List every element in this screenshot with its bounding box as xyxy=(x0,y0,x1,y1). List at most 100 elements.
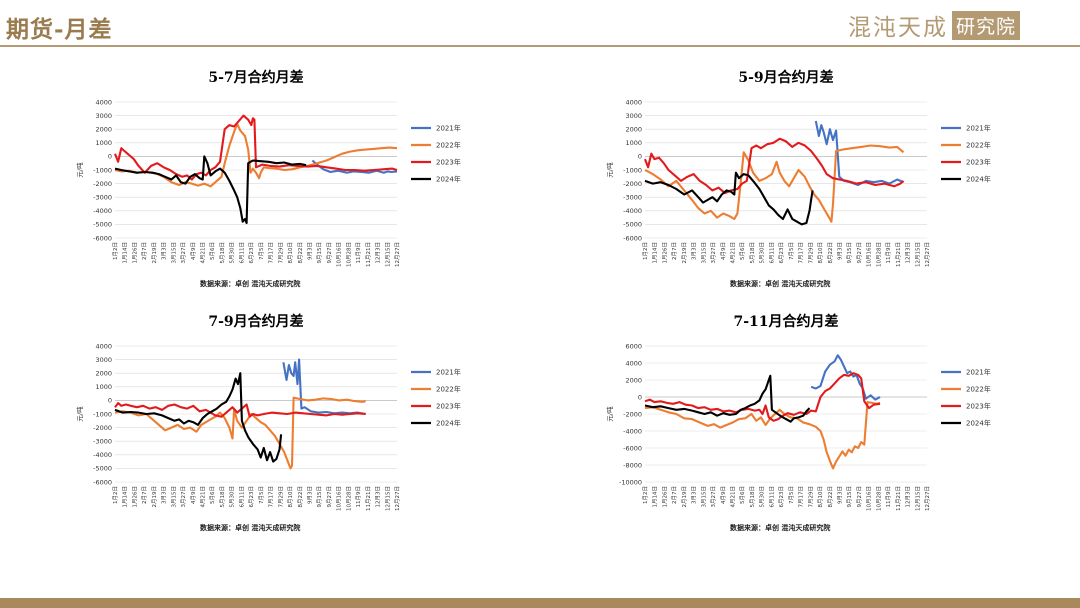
x-tick-label: 2月7日 xyxy=(671,486,678,504)
chart-svg: 7-9月合约月差 4000 3000 2000 1000 0 -1000 -2000 -3000… xyxy=(75,313,461,532)
x-tick-label: 11月21日 xyxy=(365,486,372,511)
y-axis-unit: 元/吨 xyxy=(605,162,614,178)
x-tick-label: 12月15日 xyxy=(384,486,391,511)
x-tick-label: 3月3日 xyxy=(691,486,698,504)
x-tick-label: 1月26日 xyxy=(131,242,138,264)
x-tick-label: 2月7日 xyxy=(671,242,678,260)
y-tick-label: -5000 xyxy=(623,221,642,229)
y-tick-label: 1000 xyxy=(625,139,642,147)
x-tick-label: 2月19日 xyxy=(151,486,158,508)
x-tick-label: 9月27日 xyxy=(326,486,333,508)
x-tick-label: 8月10日 xyxy=(817,486,824,508)
series-line-2022年 xyxy=(114,122,398,188)
y-tick-label: -2000 xyxy=(93,424,112,432)
y-tick-label: 3000 xyxy=(95,356,112,364)
y-tick-label: -3000 xyxy=(93,438,112,446)
x-tick-label: 8月22日 xyxy=(297,486,304,508)
legend-label: 2023年 xyxy=(436,402,461,411)
y-tick-label: 0 xyxy=(638,393,642,401)
x-tick-label: 1月2日 xyxy=(112,242,119,260)
y-tick-label: 4000 xyxy=(95,98,112,106)
x-tick-label: 11月21日 xyxy=(365,242,372,267)
x-tick-label: 3月27日 xyxy=(180,242,187,264)
y-axis-unit: 元/吨 xyxy=(75,406,84,422)
x-tick-label: 4月9日 xyxy=(190,486,197,504)
legend-label: 2023年 xyxy=(966,402,991,411)
x-tick-label: 3月3日 xyxy=(161,242,168,260)
x-tick-label: 8月22日 xyxy=(297,242,304,264)
x-tick-label: 1月2日 xyxy=(642,242,649,260)
series-line-2024年 xyxy=(644,374,811,423)
y-tick-label: -3000 xyxy=(93,194,112,202)
y-tick-label: 3000 xyxy=(625,112,642,120)
y-tick-label: -4000 xyxy=(623,207,642,215)
chart-title: 5-9月合约月差 xyxy=(738,69,833,86)
y-tick-label: 0 xyxy=(108,153,112,161)
y-tick-label: -1000 xyxy=(93,166,112,174)
brand-seal: 研究院 xyxy=(952,10,1021,40)
series-line-2024年 xyxy=(644,171,814,226)
legend-label: 2021年 xyxy=(436,124,461,133)
legend-label: 2022年 xyxy=(966,385,991,394)
x-tick-label: 11月9日 xyxy=(885,486,892,508)
chart-svg: 5-9月合约月差 4000 3000 2000 1000 0 -1000 -2000 -3000… xyxy=(605,69,991,288)
series-line-2023年 xyxy=(114,114,398,181)
x-tick-label: 7月17日 xyxy=(798,242,805,264)
x-tick-label: 10月16日 xyxy=(336,486,343,511)
x-tick-label: 9月3日 xyxy=(836,242,843,260)
x-tick-label: 9月3日 xyxy=(306,486,313,504)
x-tick-label: 12月27日 xyxy=(394,486,401,511)
source-note: 数据来源：卓创 混沌天成研究院 xyxy=(200,279,300,288)
y-tick-label: 2000 xyxy=(95,126,112,134)
y-tick-label: 1000 xyxy=(95,383,112,391)
x-tick-label: 12月27日 xyxy=(924,486,931,511)
x-tick-label: 9月15日 xyxy=(846,486,853,508)
legend-label: 2024年 xyxy=(966,175,991,184)
x-tick-label: 3月3日 xyxy=(161,486,168,504)
x-tick-label: 7月17日 xyxy=(798,486,805,508)
x-tick-label: 2月19日 xyxy=(151,242,158,264)
x-tick-label: 6月23日 xyxy=(248,242,255,264)
y-tick-label: -8000 xyxy=(623,461,642,469)
y-tick-label: -6000 xyxy=(93,234,112,242)
x-tick-label: 10月28日 xyxy=(345,242,352,267)
x-tick-label: 5月30日 xyxy=(229,486,236,508)
x-tick-label: 3月27日 xyxy=(180,486,187,508)
y-tick-label: -6000 xyxy=(93,478,112,486)
x-tick-label: 8月10日 xyxy=(287,242,294,264)
chart-panel-7-11: 7-11月合约月差 6000 4000 2000 0 -2000 -4000 -6000 -80… xyxy=(590,306,1080,544)
x-tick-label: 3月3日 xyxy=(691,242,698,260)
x-tick-label: 5月6日 xyxy=(209,242,216,260)
legend-label: 2021年 xyxy=(966,124,991,133)
legend-label: 2021年 xyxy=(436,368,461,377)
x-tick-label: 8月10日 xyxy=(817,242,824,264)
x-tick-label: 9月27日 xyxy=(856,486,863,508)
x-tick-label: 7月5日 xyxy=(788,486,795,504)
y-tick-label: -2000 xyxy=(623,180,642,188)
chart-panel-5-9: 5-9月合约月差 4000 3000 2000 1000 0 -1000 -2000 -3000… xyxy=(590,62,1080,300)
series-line-2021年 xyxy=(814,120,904,187)
brand-name: 混沌天成 xyxy=(848,15,948,41)
x-tick-label: 7月5日 xyxy=(258,486,265,504)
x-tick-label: 3月15日 xyxy=(700,486,707,508)
y-tick-label: -2000 xyxy=(93,180,112,188)
y-tick-label: 2000 xyxy=(625,376,642,384)
x-tick-label: 1月26日 xyxy=(131,486,138,508)
x-tick-label: 2月19日 xyxy=(681,486,688,508)
y-tick-label: -1000 xyxy=(93,410,112,418)
y-tick-label: 0 xyxy=(108,397,112,405)
footer-band xyxy=(0,598,1080,608)
x-tick-label: 5月6日 xyxy=(739,242,746,260)
source-note: 数据来源：卓创 混沌天成研究院 xyxy=(730,279,830,288)
y-tick-label: 6000 xyxy=(625,342,642,350)
x-tick-label: 1月14日 xyxy=(122,242,129,264)
y-tick-label: 3000 xyxy=(95,112,112,120)
chart-svg: 7-11月合约月差 6000 4000 2000 0 -2000 -4000 -6000 -80… xyxy=(605,313,991,532)
series-line-2021年 xyxy=(311,159,398,174)
x-tick-label: 8月22日 xyxy=(827,486,834,508)
x-tick-label: 10月28日 xyxy=(875,486,882,511)
legend-label: 2021年 xyxy=(966,368,991,377)
series-line-2021年 xyxy=(810,354,881,401)
y-tick-label: -5000 xyxy=(93,465,112,473)
legend-label: 2024年 xyxy=(436,419,461,428)
